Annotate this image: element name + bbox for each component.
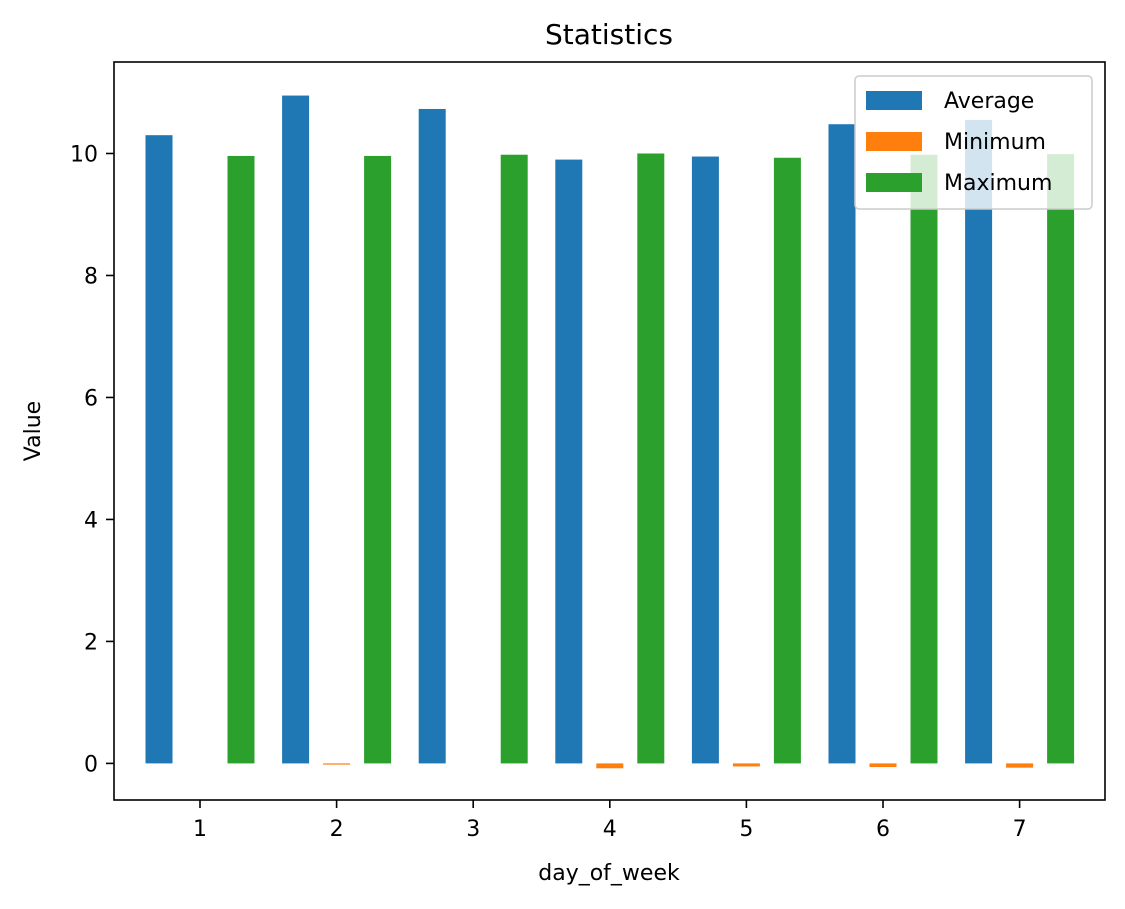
legend-swatch-average xyxy=(866,91,922,110)
y-tick-label: 10 xyxy=(70,142,98,167)
bar-maximum-5 xyxy=(773,157,801,764)
bar-average-1 xyxy=(145,135,173,764)
y-axis: 0 2 4 6 8 10 xyxy=(70,142,114,777)
bar-average-5 xyxy=(691,156,719,764)
legend-swatch-maximum xyxy=(866,173,922,192)
x-tick-label: 5 xyxy=(739,817,753,842)
x-tick-label: 3 xyxy=(466,817,480,842)
bar-minimum-6 xyxy=(869,763,897,768)
bar-maximum-6 xyxy=(910,154,938,764)
y-axis-label: Value xyxy=(21,401,46,461)
bar-minimum-2 xyxy=(323,763,351,765)
y-tick-label: 0 xyxy=(84,752,98,777)
x-axis: 1 2 3 4 5 6 7 xyxy=(193,800,1027,842)
y-tick-label: 6 xyxy=(84,386,98,411)
x-axis-label: day_of_week xyxy=(538,861,680,886)
bar-maximum-3 xyxy=(500,154,528,764)
bar-maximum-2 xyxy=(364,155,392,764)
bars-layer xyxy=(145,95,1075,769)
chart-title: Statistics xyxy=(545,18,673,51)
y-tick-label: 4 xyxy=(84,508,98,533)
bar-maximum-7 xyxy=(1047,154,1075,764)
bar-minimum-7 xyxy=(1006,763,1034,768)
y-tick-label: 2 xyxy=(84,630,98,655)
bar-maximum-1 xyxy=(227,155,255,764)
bar-minimum-4 xyxy=(596,763,624,769)
x-tick-label: 6 xyxy=(876,817,890,842)
bar-average-6 xyxy=(828,124,856,764)
bar-maximum-4 xyxy=(637,153,665,764)
legend-swatch-minimum xyxy=(866,132,922,151)
legend-label-minimum: Minimum xyxy=(944,130,1046,155)
legend-label-maximum: Maximum xyxy=(944,171,1052,196)
bar-average-7 xyxy=(965,119,993,764)
x-tick-label: 4 xyxy=(603,817,617,842)
bar-average-3 xyxy=(418,108,446,764)
y-tick-label: 8 xyxy=(84,264,98,289)
legend-label-average: Average xyxy=(944,89,1034,114)
x-tick-label: 7 xyxy=(1013,817,1027,842)
bar-average-4 xyxy=(555,159,583,764)
x-tick-label: 2 xyxy=(330,817,344,842)
x-tick-label: 1 xyxy=(193,817,207,842)
bar-minimum-5 xyxy=(732,763,760,767)
bar-average-2 xyxy=(282,95,310,764)
legend: Average Minimum Maximum xyxy=(854,75,1093,210)
